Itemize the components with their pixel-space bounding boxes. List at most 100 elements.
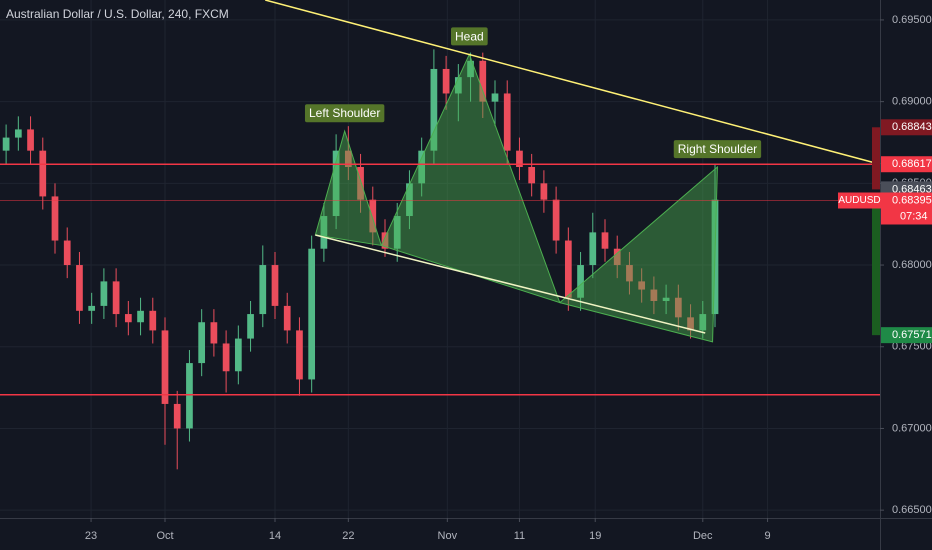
candle-body [2, 137, 10, 151]
price-tag [881, 119, 932, 136]
candle-body [210, 322, 218, 344]
candle-body [454, 77, 462, 94]
candle-body [442, 68, 450, 94]
pattern-label: Head [455, 29, 484, 43]
candle-body [503, 93, 511, 151]
trendline [315, 234, 706, 334]
trendline [265, 0, 881, 165]
candle-body [662, 297, 670, 301]
y-tick-label: 0.69000 [892, 96, 932, 108]
candle-body [357, 167, 364, 200]
pattern-label-box [450, 27, 488, 46]
candle-body [186, 363, 193, 429]
candle-body [173, 403, 181, 429]
candle-body [687, 317, 694, 331]
y-tick-label: 0.67000 [892, 422, 932, 434]
candle-body [626, 265, 633, 282]
candle-body [552, 199, 560, 241]
x-tick-label: 22 [342, 530, 354, 542]
symbol-tag [838, 192, 881, 209]
candle-body [638, 281, 646, 290]
price-tag-label: 0.68843 [892, 121, 932, 133]
candle-body [418, 150, 426, 184]
price-tag-label: 0.68463 [892, 183, 932, 195]
pattern-label-box [304, 104, 385, 123]
candle-body [222, 343, 230, 372]
overlays: 0.665000.670000.675000.680000.685000.690… [85, 14, 932, 542]
candle-body [63, 240, 71, 266]
candle-body [577, 265, 584, 298]
candle-body [161, 330, 169, 404]
y-tick-label: 0.68000 [892, 259, 932, 271]
candle-body [467, 60, 474, 78]
price-tag-label: 0.68617 [892, 158, 932, 170]
x-tick-label: 9 [764, 530, 770, 542]
price-tag [881, 327, 932, 344]
candle-body [613, 248, 621, 266]
candle-body [516, 150, 523, 168]
candle-body [564, 240, 572, 298]
candle-body [528, 167, 536, 184]
range-bar [872, 127, 880, 190]
candle-body [149, 310, 157, 331]
x-tick-label: 14 [269, 530, 281, 542]
candle-body [344, 150, 352, 168]
pattern-label: Right Shoulder [678, 142, 757, 156]
candle-body [137, 310, 144, 323]
y-tick-label: 0.66500 [892, 504, 932, 516]
candle-body [51, 196, 59, 241]
price-tag-label: 0.68395 [892, 194, 932, 206]
candle-body [491, 93, 499, 102]
pattern-label: Left Shoulder [309, 106, 380, 120]
candle-body [271, 265, 279, 306]
candle-body [283, 305, 291, 331]
candle-body [100, 281, 108, 306]
candle-body [320, 216, 328, 249]
candle-body [247, 314, 254, 339]
candle-body [234, 338, 242, 372]
candle-body [198, 322, 206, 364]
pattern-triangle [314, 129, 383, 247]
candle-body [381, 232, 389, 249]
x-tick-label: 11 [514, 530, 525, 542]
candle-body [76, 265, 83, 311]
candle-body [393, 216, 401, 249]
price-tag-label: 0.67571 [892, 329, 932, 341]
candle-body [589, 232, 597, 266]
y-tick-label: 0.67500 [892, 341, 932, 353]
pattern-label-box [673, 140, 762, 159]
x-tick-label: Nov [438, 530, 458, 542]
candle-body [14, 129, 22, 138]
symbol-tag-label: AUDUSD [838, 195, 880, 206]
countdown-tag [881, 208, 932, 225]
candle-body [430, 68, 438, 151]
candle-body [674, 297, 682, 318]
candle-body [124, 314, 132, 323]
y-tick-label: 0.69500 [892, 14, 932, 26]
candle-body [332, 150, 340, 217]
candle-body [88, 305, 96, 311]
candle-body [479, 60, 487, 102]
price-tag [881, 156, 932, 173]
pattern-triangle [558, 165, 718, 343]
candle-body [369, 199, 377, 233]
candle-body [650, 289, 658, 301]
candle-body [27, 129, 34, 151]
x-tick-label: 23 [85, 530, 97, 542]
price-tag [881, 192, 932, 209]
candle-body [406, 183, 413, 217]
x-tick-label: 19 [589, 530, 601, 542]
plot [0, 0, 881, 470]
candle-body [308, 248, 316, 380]
countdown-label: 07:34 [900, 210, 928, 222]
range-bar [872, 200, 880, 336]
candle-body [112, 281, 120, 315]
candle-body [540, 183, 548, 200]
candle-body [296, 330, 303, 380]
candle-body [699, 314, 707, 331]
candle-body [259, 265, 267, 315]
candle-body [601, 232, 609, 249]
